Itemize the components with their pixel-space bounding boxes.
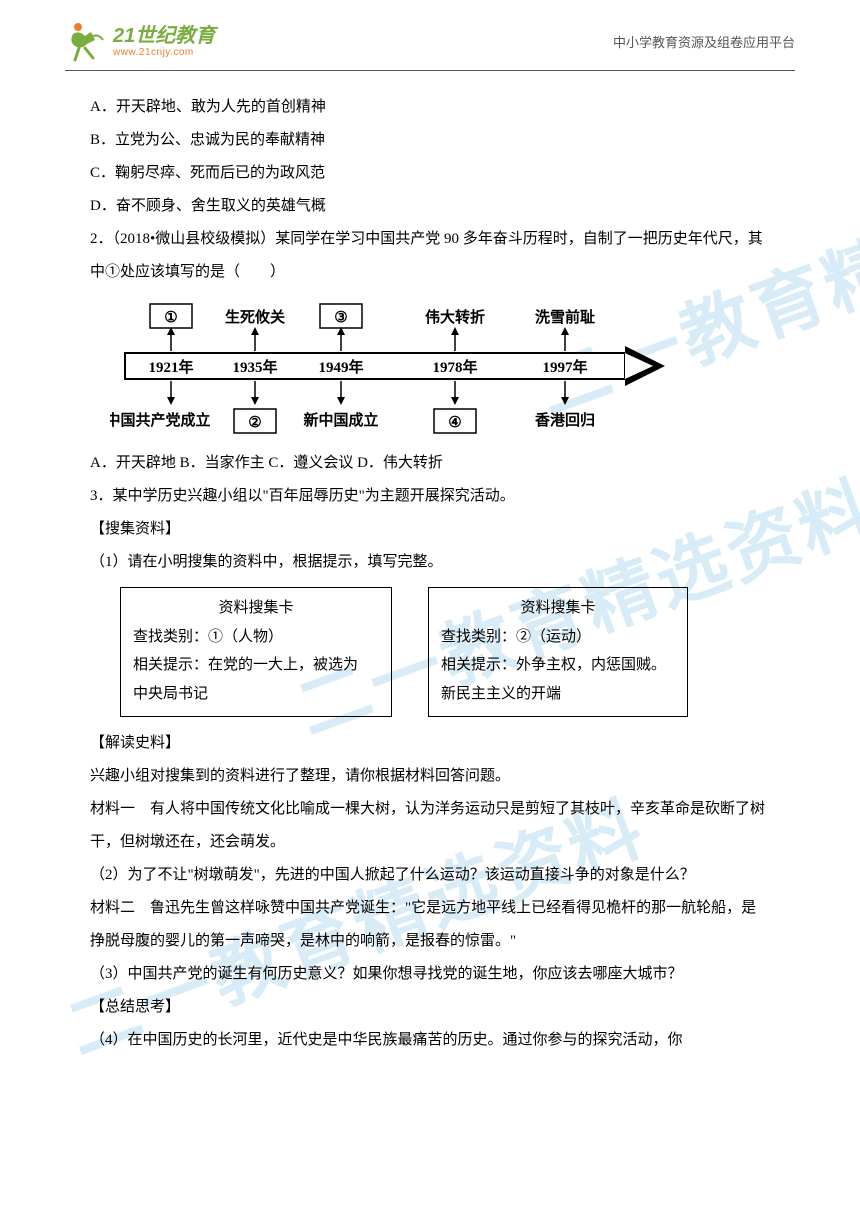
header-tagline: 中小学教育资源及组卷应用平台 — [613, 32, 795, 51]
q3-intro: 3．某中学历史兴趣小组以"百年屈辱历史"为主题开展探究活动。 — [90, 480, 770, 513]
svg-text:1935年: 1935年 — [232, 358, 277, 376]
svg-text:1921年: 1921年 — [148, 358, 193, 376]
q2-text: 2．（2018•微山县校级模拟）某同学在学习中国共产党 90 多年奋斗历程时，自… — [90, 223, 770, 289]
section-title: 【搜集资料】 — [90, 513, 770, 546]
logo-text: 21世纪教育 — [113, 25, 215, 47]
timeline-diagram: ① 生死攸关 ③ 伟大转折 洗雪前耻 1921年 1935年 1949年 — [110, 299, 690, 439]
svg-text:1949年: 1949年 — [318, 358, 363, 376]
card-line: 中央局书记 — [133, 680, 379, 709]
section-title: 【解读史料】 — [90, 727, 770, 760]
svg-text:1997年: 1997年 — [542, 358, 587, 376]
card-title: 资料搜集卡 — [133, 594, 379, 623]
section-title: 【总结思考】 — [90, 991, 770, 1024]
svg-text:1978年: 1978年 — [432, 358, 477, 376]
material-2: 材料二 鲁迅先生曾这样咏赞中国共产党诞生："它是远方地平线上已经看得见桅杆的那一… — [90, 892, 770, 958]
option-a: A．开天辟地、敢为人先的首创精神 — [90, 91, 770, 124]
paragraph: 兴趣小组对搜集到的资料进行了整理，请你根据材料回答问题。 — [90, 760, 770, 793]
logo-icon — [65, 20, 107, 62]
logo-url: www.21cnjy.com — [113, 47, 215, 58]
option-d: D．奋不顾身、舍生取义的英雄气概 — [90, 190, 770, 223]
svg-text:伟大转折: 伟大转折 — [425, 308, 485, 326]
q3-sub4: （4）在中国历史的长河里，近代史是中华民族最痛苦的历史。通过你参与的探究活动，你 — [90, 1024, 770, 1057]
page-header: 21世纪教育 www.21cnjy.com 中小学教育资源及组卷应用平台 — [65, 0, 795, 71]
svg-text:洗雪前耻: 洗雪前耻 — [535, 308, 595, 326]
svg-text:生死攸关: 生死攸关 — [225, 308, 285, 326]
card-line: 新民主主义的开端 — [441, 680, 675, 709]
svg-text:中国共产党成立: 中国共产党成立 — [110, 411, 211, 429]
document-body: A．开天辟地、敢为人先的首创精神 B．立党为公、忠诚为民的奉献精神 C．鞠躬尽瘁… — [0, 91, 860, 1057]
q3-sub3: （3）中国共产党的诞生有何历史意义？如果你想寻找党的诞生地，你应该去哪座大城市？ — [90, 958, 770, 991]
card-2: 资料搜集卡 查找类别：②（运动） 相关提示：外争主权，内惩国贼。 新民主主义的开… — [428, 587, 688, 717]
svg-text:③: ③ — [334, 310, 347, 326]
logo: 21世纪教育 www.21cnjy.com — [65, 20, 215, 62]
option-b: B．立党为公、忠诚为民的奉献精神 — [90, 124, 770, 157]
material-1: 材料一 有人将中国传统文化比喻成一棵大树，认为洋务运动只是剪短了其枝叶，辛亥革命… — [90, 793, 770, 859]
q3-sub2: （2）为了不让"树墩萌发"，先进的中国人掀起了什么运动？该运动直接斗争的对象是什… — [90, 859, 770, 892]
card-line: 查找类别：②（运动） — [441, 623, 675, 652]
q2-answers: A．开天辟地 B．当家作主 C．遵义会议 D．伟大转折 — [90, 447, 770, 480]
svg-text:①: ① — [164, 310, 177, 326]
svg-text:香港回归: 香港回归 — [535, 411, 595, 429]
card-line: 相关提示：在党的一大上，被选为 — [133, 651, 379, 680]
svg-text:②: ② — [248, 415, 261, 431]
card-1: 资料搜集卡 查找类别：①（人物） 相关提示：在党的一大上，被选为 中央局书记 — [120, 587, 392, 717]
svg-text:新中国成立: 新中国成立 — [303, 411, 378, 429]
option-c: C．鞠躬尽瘁、死而后已的为政风范 — [90, 157, 770, 190]
card-line: 相关提示：外争主权，内惩国贼。 — [441, 651, 675, 680]
cards-row: 资料搜集卡 查找类别：①（人物） 相关提示：在党的一大上，被选为 中央局书记 资… — [120, 587, 770, 717]
card-title: 资料搜集卡 — [441, 594, 675, 623]
q3-sub1: （1）请在小明搜集的资料中，根据提示，填写完整。 — [90, 546, 770, 579]
card-line: 查找类别：①（人物） — [133, 623, 379, 652]
svg-text:④: ④ — [448, 415, 461, 431]
